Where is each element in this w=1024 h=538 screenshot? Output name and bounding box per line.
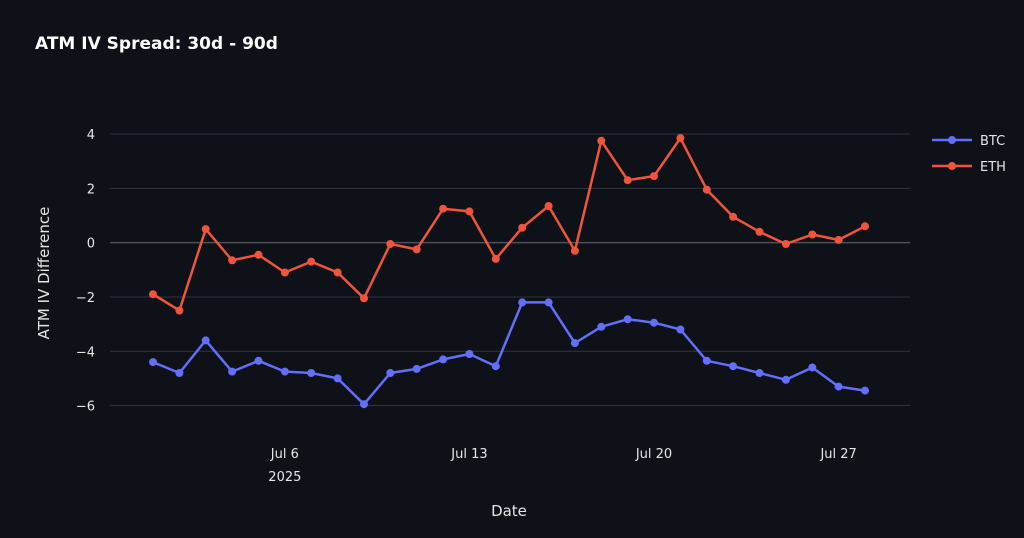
x-tick-label: Jul 13	[450, 447, 487, 462]
eth-point	[729, 212, 738, 221]
btc-line	[152, 301, 866, 406]
eth-point	[781, 240, 790, 248]
eth-point	[623, 176, 632, 185]
btc-point	[333, 374, 342, 383]
btc-point	[702, 356, 711, 365]
eth-point	[228, 256, 237, 265]
y-tick-label: 2	[87, 182, 95, 197]
grid-lines	[110, 133, 910, 407]
legend-item-eth[interactable]: ETH	[932, 160, 1006, 175]
y-tick-label: −4	[76, 345, 95, 360]
eth-point	[544, 202, 553, 210]
eth-series	[149, 134, 869, 315]
eth-point	[412, 245, 421, 254]
eth-point	[491, 254, 500, 263]
eth-point	[386, 240, 395, 248]
axis-ticks: −6 −4 −2 0 2 4 Jul 6 2025 Jul 13 Jul 20 Jul 27	[76, 128, 857, 485]
legend-label-eth: ETH	[980, 160, 1006, 175]
legend[interactable]: BTC ETH	[932, 134, 1006, 175]
btc-point	[439, 355, 448, 364]
eth-point	[597, 136, 606, 145]
eth-point	[570, 246, 579, 255]
legend-item-btc[interactable]: BTC	[932, 134, 1005, 149]
btc-point	[175, 369, 184, 377]
eth-point	[333, 268, 342, 277]
btc-point	[623, 315, 632, 324]
series-lines	[149, 134, 869, 409]
x-tick-sublabel: 2025	[268, 470, 301, 485]
btc-point	[861, 386, 869, 395]
btc-point	[149, 358, 157, 367]
y-tick-label: 4	[87, 128, 95, 143]
x-tick-label: Jul 27	[819, 447, 856, 462]
legend-label-btc: BTC	[980, 134, 1005, 149]
eth-point	[676, 134, 685, 143]
eth-point	[861, 222, 869, 231]
btc-point	[834, 382, 843, 391]
btc-point	[201, 336, 210, 345]
x-tick-label: Jul 6	[270, 447, 299, 462]
btc-point	[518, 298, 527, 307]
eth-line	[152, 136, 866, 312]
btc-point	[228, 367, 237, 376]
y-tick-label: −6	[76, 400, 95, 415]
eth-point	[439, 204, 448, 213]
btc-point	[465, 350, 474, 358]
btc-point	[360, 400, 368, 409]
eth-point	[201, 225, 210, 234]
eth-point	[175, 306, 184, 315]
legend-marker-btc	[948, 136, 956, 144]
btc-point	[254, 356, 263, 365]
btc-point	[597, 322, 606, 331]
y-axis-label: ATM IV Difference	[35, 207, 53, 340]
btc-point	[412, 364, 421, 373]
eth-point	[808, 230, 817, 239]
btc-point	[280, 367, 289, 376]
btc-point	[544, 298, 553, 307]
btc-point	[386, 369, 395, 377]
btc-point	[729, 362, 738, 371]
x-tick-label: Jul 20	[635, 447, 672, 462]
btc-point	[570, 339, 579, 348]
btc-point	[491, 362, 500, 371]
eth-point	[360, 294, 368, 303]
chart-title: ATM IV Spread: 30d - 90d	[35, 34, 278, 54]
eth-point	[254, 250, 263, 259]
btc-point	[808, 363, 817, 372]
eth-point	[149, 290, 157, 299]
eth-point	[280, 268, 289, 277]
eth-point	[834, 235, 843, 244]
eth-point	[650, 172, 658, 181]
btc-series	[149, 298, 869, 409]
eth-point	[702, 185, 711, 194]
y-tick-label: 0	[87, 237, 95, 252]
btc-point	[650, 318, 658, 327]
y-tick-label: −2	[76, 291, 95, 306]
x-axis-label: Date	[491, 502, 527, 520]
legend-marker-eth	[948, 162, 956, 170]
eth-point	[307, 257, 316, 266]
eth-point	[518, 223, 527, 232]
btc-point	[781, 375, 790, 384]
btc-point	[755, 369, 764, 377]
btc-point	[676, 325, 685, 334]
eth-point	[755, 227, 764, 236]
eth-point	[465, 207, 474, 216]
btc-point	[307, 369, 316, 377]
